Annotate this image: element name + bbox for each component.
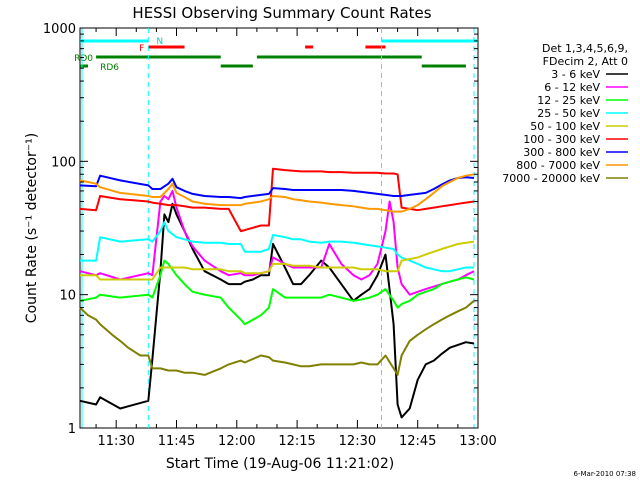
legend: Det 1,3,4,5,6,9,FDecim 2, Att 03 - 6 keV…: [502, 42, 628, 185]
x-tick-label: 13:00: [459, 434, 496, 449]
y-tick-label: 10: [59, 289, 76, 304]
y-tick-label: 1: [68, 422, 76, 437]
legend-header: FDecim 2, Att 0: [543, 55, 628, 68]
series-line-8: [79, 300, 475, 376]
y-tick-label: 100: [51, 155, 76, 170]
date-stamp: 6-Mar-2010 07:38: [574, 470, 636, 478]
y-tick-label: 1000: [43, 22, 76, 37]
series-line-4: [80, 240, 475, 281]
flag-label-rd6: RD6: [100, 63, 119, 73]
legend-label: 25 - 50 keV: [537, 107, 600, 120]
legend-label: 7000 - 20000 keV: [502, 172, 600, 185]
axes: 11:30 11:45 12:00 12:15 12:30 12:45 13:00 1 10 10…: [43, 22, 497, 449]
series-line-1: [79, 189, 475, 296]
legend-label: 12 - 25 keV: [537, 94, 600, 107]
legend-label: 6 - 12 keV: [544, 81, 600, 94]
series-line-0: [79, 202, 475, 419]
x-tick-label: 12:45: [399, 434, 436, 449]
legend-header: Det 1,3,4,5,6,9,: [542, 42, 628, 55]
legend-label: 100 - 300 keV: [523, 133, 600, 146]
x-tick-label: 12:00: [218, 434, 255, 449]
series-line-3: [80, 221, 474, 273]
y-axis-label: Count Rate (s⁻¹ detector⁻¹): [24, 133, 40, 323]
x-tick-label: 12:30: [339, 434, 376, 449]
chart-title: HESSI Observing Summary Count Rates: [132, 4, 431, 22]
x-tick-label: 12:15: [278, 434, 315, 449]
series-line-7: [79, 173, 475, 213]
observing-flags: N F RD0 RD6: [74, 28, 478, 428]
x-tick-label: 11:45: [158, 434, 195, 449]
plot-frame: [79, 27, 479, 429]
series-lines: [79, 167, 475, 419]
flag-label-rd0: RD0: [74, 54, 93, 64]
legend-label: 50 - 100 keV: [530, 120, 600, 133]
series-line-6: [79, 174, 475, 200]
x-tick-label: 11:30: [97, 434, 134, 449]
flag-label-f: F: [139, 44, 144, 54]
legend-label: 300 - 800 keV: [523, 146, 600, 159]
series-line-2: [79, 259, 475, 326]
series-line-5: [79, 167, 475, 233]
flag-label-n: N: [156, 37, 163, 47]
legend-label: 800 - 7000 keV: [516, 159, 600, 172]
x-axis-label: Start Time (19-Aug-06 11:21:02): [166, 456, 394, 472]
legend-label: 3 - 6 keV: [551, 68, 600, 81]
